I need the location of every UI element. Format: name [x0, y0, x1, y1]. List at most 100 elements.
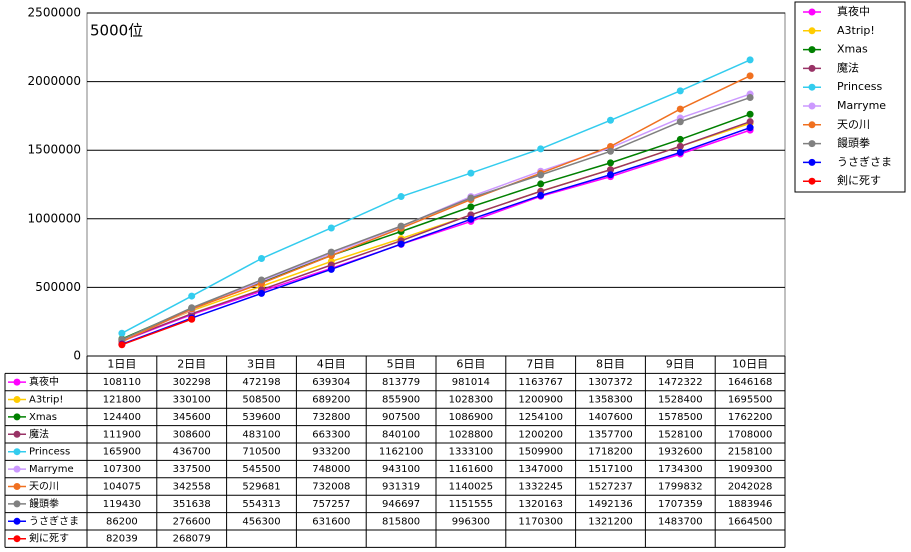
table-cell: 1332245	[518, 482, 563, 493]
marker	[746, 94, 754, 102]
table-cell: 508500	[242, 395, 280, 406]
table-cell: 529681	[242, 482, 280, 493]
table-cell: 1492136	[588, 499, 633, 510]
legend-key-marker	[808, 83, 816, 91]
marker	[537, 180, 545, 188]
table-cell: 1333100	[449, 447, 494, 458]
table-cell: 1321200	[588, 516, 633, 527]
table-cell: 472198	[242, 377, 280, 388]
table-cell: 931319	[382, 482, 420, 493]
legend-key-marker	[13, 413, 21, 421]
legend-label: Princess	[837, 80, 883, 93]
marker	[537, 191, 545, 199]
legend-key-marker	[13, 517, 21, 525]
legend-key-marker	[13, 430, 21, 438]
x-tick-label: 5日目	[387, 358, 416, 371]
x-tick-label: 2日目	[177, 358, 206, 371]
marker	[327, 224, 335, 232]
marker	[118, 329, 126, 337]
legend-key-marker	[808, 102, 816, 110]
marker	[746, 110, 754, 118]
table-cell: 1163767	[518, 377, 563, 388]
y-tick-label: 1500000	[28, 143, 81, 157]
marker	[537, 171, 545, 179]
table-cell: 981014	[452, 377, 490, 388]
table-cell: 1664500	[728, 516, 773, 527]
legend-key-marker	[808, 140, 816, 148]
legend-label: Marryme	[837, 99, 886, 112]
legend-label: 饅頭拳	[837, 136, 870, 150]
marker	[188, 292, 196, 300]
series-line	[121, 129, 751, 342]
table-cell: 943100	[382, 464, 420, 475]
table-cell: 1718200	[588, 447, 633, 458]
marker	[607, 171, 614, 179]
table-row-label: Marryme	[29, 464, 74, 475]
table-cell: 1483700	[658, 516, 703, 527]
legend-key-marker	[808, 121, 816, 129]
table-cell: 539600	[242, 412, 280, 423]
table-cell: 483100	[242, 429, 280, 440]
table-cell: 1527237	[588, 482, 633, 493]
table-cell: 813779	[382, 377, 420, 388]
table-cell: 840100	[382, 429, 420, 440]
marker	[467, 215, 475, 223]
table-cell: 1762200	[728, 412, 773, 423]
table-row-label: Princess	[29, 447, 70, 458]
legend-key-marker	[808, 64, 816, 72]
marker	[258, 255, 265, 263]
y-tick-label: 0	[73, 349, 81, 363]
marker	[188, 304, 196, 312]
table-cell: 1932600	[658, 447, 703, 458]
table-cell: 663300	[312, 429, 350, 440]
marker	[607, 166, 614, 174]
table-cell: 1161600	[449, 464, 494, 475]
table-cell: 1320163	[518, 499, 563, 510]
marker	[676, 142, 684, 150]
table-cell: 1407600	[588, 412, 633, 423]
table-cell: 996300	[452, 516, 490, 527]
x-tick-label: 1日目	[107, 358, 136, 371]
legend-label: A3trip!	[837, 24, 875, 37]
legend-key-marker	[808, 46, 816, 54]
table-cell: 732800	[312, 412, 350, 423]
table-cell: 107300	[103, 464, 141, 475]
marker	[607, 147, 614, 155]
legend-key-marker	[13, 500, 21, 508]
table-cell: 1357700	[588, 429, 633, 440]
table-cell: 933200	[312, 447, 350, 458]
table-cell: 1151555	[449, 499, 494, 510]
table-cell: 1883946	[728, 499, 773, 510]
marker	[258, 276, 265, 284]
x-tick-label: 7日目	[526, 358, 555, 371]
table-row-label: 天の川	[29, 482, 59, 493]
table-cell: 710500	[242, 447, 280, 458]
table-cell: 1028800	[449, 429, 494, 440]
table-cell: 1358300	[588, 395, 633, 406]
table-cell: 1347000	[518, 464, 563, 475]
table-cell: 946697	[382, 499, 420, 510]
table-cell: 815800	[382, 516, 420, 527]
table-cell: 330100	[173, 395, 211, 406]
marker	[397, 240, 405, 248]
table-cell: 748000	[312, 464, 350, 475]
table-cell: 1646168	[728, 377, 773, 388]
table-cell: 1708000	[728, 429, 773, 440]
marker	[607, 159, 614, 167]
marker	[746, 56, 754, 64]
table-cell: 1509900	[518, 447, 563, 458]
table-cell: 689200	[312, 395, 350, 406]
table-cell: 337500	[173, 464, 211, 475]
series-line	[121, 59, 751, 334]
series-line	[121, 318, 192, 346]
table-cell: 1799832	[658, 482, 703, 493]
marker	[397, 193, 405, 201]
legend-key-marker	[13, 378, 21, 386]
y-tick-label: 2500000	[28, 6, 81, 20]
x-tick-label: 8日目	[596, 358, 625, 371]
legend-key-marker	[13, 483, 21, 490]
table-cell: 108110	[103, 377, 141, 388]
table-cell: 1734300	[658, 464, 703, 475]
table-row-label: 真夜中	[29, 375, 59, 388]
